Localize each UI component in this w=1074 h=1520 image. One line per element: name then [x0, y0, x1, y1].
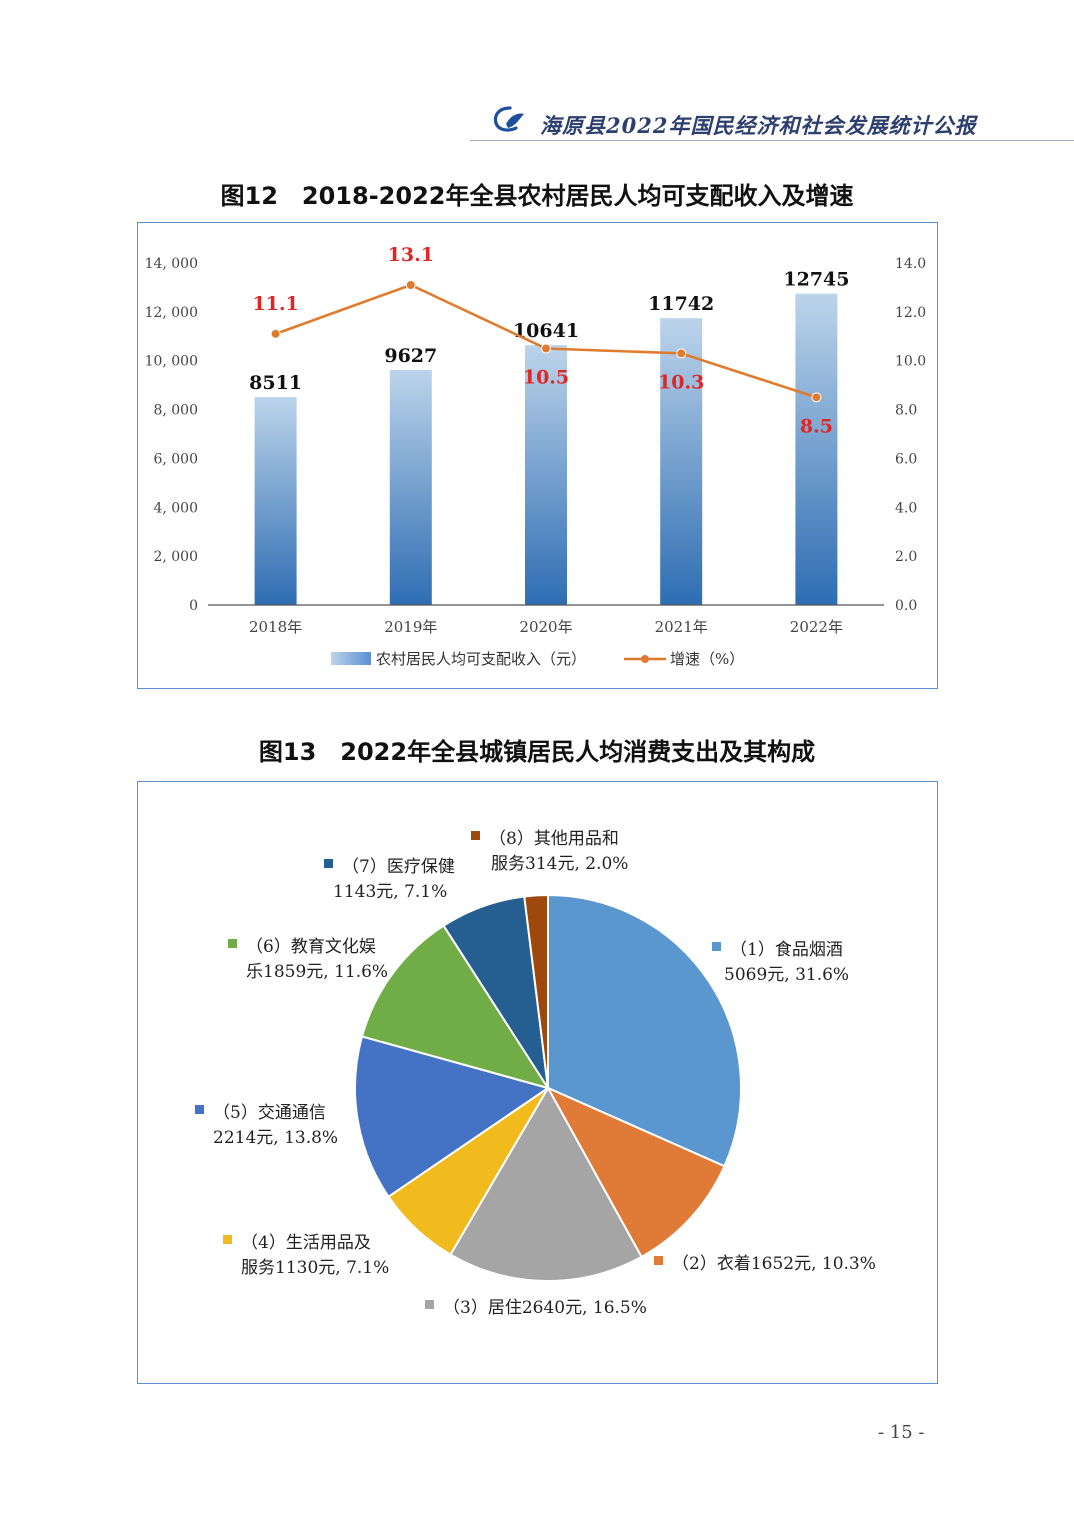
slice-label: （5）交通通信	[213, 1103, 326, 1123]
pie-slice	[360, 924, 551, 1090]
figure13-title: 图13 2022年全县城镇居民人均消费支出及其构成	[258, 738, 816, 766]
slice-value-label: 乐1859元, 11.6%	[246, 962, 388, 982]
x-axis-tick-label: 2020年	[519, 618, 572, 636]
legend-swatch	[425, 1300, 434, 1309]
growth-rate-point	[811, 392, 822, 403]
legend-swatch	[471, 831, 480, 840]
legend-swatch	[228, 939, 237, 948]
figure13-pie-chart: （1）食品烟酒 5069元, 31.6% （2）衣着1652元, 10.3% （3）居…	[195, 829, 876, 1318]
left-axis-tick-label: 2, 000	[153, 549, 198, 565]
income-value-label: 12745	[783, 269, 849, 291]
legend-swatch	[195, 1105, 204, 1114]
income-bar	[660, 318, 703, 605]
right-axis-tick-label: 0.0	[895, 598, 917, 614]
legend-swatch	[712, 942, 721, 951]
growth-rate-point	[405, 279, 416, 290]
pie-slice	[547, 893, 742, 1168]
income-bar	[525, 345, 567, 605]
slice-label: （6）教育文化娱	[246, 937, 376, 957]
left-axis-tick-label: 4, 000	[153, 500, 198, 516]
income-value-label: 9627	[384, 345, 437, 367]
left-axis-tick-label: 12, 000	[145, 305, 198, 321]
slice-label: （3）居住2640元, 16.5%	[443, 1298, 647, 1318]
x-axis-tick-label: 2018年	[249, 618, 302, 636]
figure12-chart-frame: 0 2, 000 4, 000 6, 000 8, 000 10, 000 12, 000 1…	[137, 222, 938, 689]
income-value-label: 8511	[249, 372, 302, 394]
chart-legend: 农村居民人均可支配收入（元） 增速（%）	[331, 650, 744, 668]
legend-income-label: 农村居民人均可支配收入（元）	[376, 650, 586, 668]
slice-value-label: 服务1130元, 7.1%	[241, 1258, 389, 1278]
growth-rate-point	[676, 348, 687, 359]
figure12-combo-chart: 0 2, 000 4, 000 6, 000 8, 000 10, 000 12, 000 1…	[145, 244, 927, 668]
page-header: 海原县2022年国民经济和社会发展统计公报	[470, 96, 1074, 144]
growth-rate-value-label: 10.3	[658, 371, 704, 393]
right-axis-tick-label: 4.0	[895, 500, 917, 516]
growth-rate-value-label: 10.5	[523, 367, 569, 389]
income-bar	[254, 397, 297, 605]
right-axis-tick-label: 6.0	[895, 451, 917, 467]
growth-rate-value-label: 13.1	[388, 244, 434, 266]
income-bar	[795, 293, 838, 605]
growth-rate-value-label: 11.1	[252, 293, 298, 315]
left-axis-tick-label: 14, 000	[145, 256, 198, 272]
income-value-label: 10641	[513, 320, 579, 342]
pie-slice	[449, 1085, 643, 1282]
right-axis-tick-label: 2.0	[895, 549, 917, 565]
legend-growth-label: 增速（%）	[670, 650, 744, 668]
pie-slice	[545, 1085, 726, 1259]
left-axis-tick-label: 0	[189, 598, 198, 614]
right-axis-tick-label: 8.0	[895, 403, 917, 419]
report-logo-icon	[493, 106, 524, 132]
growth-rate-point	[270, 328, 281, 339]
x-axis-tick-label: 2022年	[790, 618, 843, 636]
growth-rate-value-label: 8.5	[800, 415, 833, 437]
slice-label: （8）其他用品和	[489, 829, 619, 849]
legend-swatch	[324, 859, 333, 868]
pie-slice	[523, 893, 549, 1089]
growth-rate-point	[541, 343, 551, 354]
x-axis-tick-label: 2019年	[384, 618, 437, 636]
right-axis-tick-label: 14.0	[895, 256, 926, 272]
figure13-chart-frame: （1）食品烟酒 5069元, 31.6% （2）衣着1652元, 10.3% （3）居…	[137, 781, 938, 1384]
right-axis-tick-label: 10.0	[895, 354, 926, 370]
slice-value-label: 2214元, 13.8%	[213, 1128, 338, 1148]
slice-label: （1）食品烟酒	[730, 940, 843, 960]
figure12-title: 图12 2018-2022年全县农村居民人均可支配收入及增速	[220, 182, 854, 210]
legend-swatch	[654, 1256, 663, 1265]
slice-label: （7）医疗保健	[342, 857, 455, 877]
page-number: - 15 -	[878, 1422, 925, 1443]
income-value-label: 11742	[648, 293, 714, 315]
report-title: 海原县2022年国民经济和社会发展统计公报	[540, 113, 977, 138]
slice-label: （2）衣着1652元, 10.3%	[672, 1254, 876, 1274]
income-bar	[389, 369, 432, 605]
pie-slice	[354, 1035, 551, 1199]
legend-income-swatch	[331, 652, 371, 665]
slice-label: （4）生活用品及	[241, 1233, 371, 1253]
legend-swatch	[223, 1235, 232, 1244]
left-axis-tick-label: 10, 000	[145, 354, 198, 370]
slice-value-label: 服务314元, 2.0%	[491, 854, 628, 874]
header-divider	[470, 140, 1074, 141]
left-axis-tick-label: 6, 000	[153, 451, 198, 467]
slice-value-label: 5069元, 31.6%	[724, 965, 849, 985]
x-axis-tick-label: 2021年	[655, 618, 708, 636]
right-axis-tick-label: 12.0	[895, 305, 926, 321]
left-axis-tick-label: 8, 000	[153, 403, 198, 419]
slice-value-label: 1143元, 7.1%	[333, 882, 447, 902]
legend-growth-marker-icon	[641, 655, 649, 663]
